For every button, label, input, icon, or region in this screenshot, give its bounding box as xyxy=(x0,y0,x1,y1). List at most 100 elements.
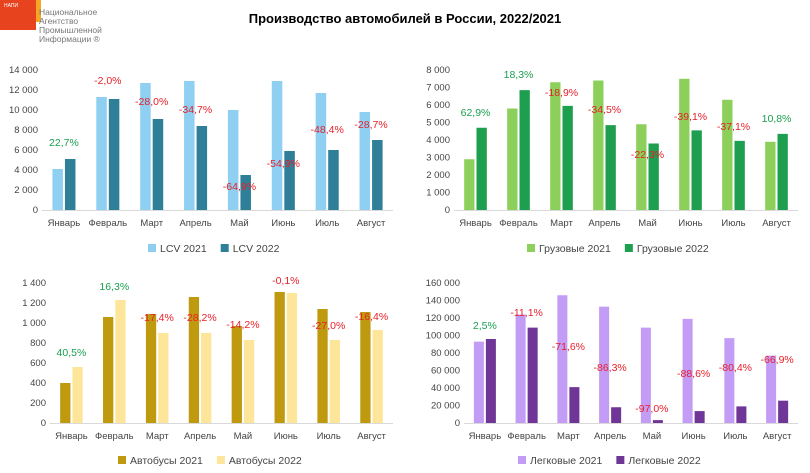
bar-lcv-2021 xyxy=(359,112,371,210)
x-tick-label: Январь xyxy=(469,431,502,442)
bar-lcv-2022 xyxy=(284,151,295,210)
legend-swatch xyxy=(220,244,229,252)
change-annotation: -80,4% xyxy=(719,362,752,374)
change-annotation: -11,1% xyxy=(510,307,543,319)
change-annotation: -0,1% xyxy=(272,275,299,287)
y-tick-label: 12 000 xyxy=(9,85,38,96)
bar-грузовые-2021 xyxy=(550,82,561,210)
y-tick-label: 4 000 xyxy=(14,165,38,176)
change-annotation: -14,2% xyxy=(226,319,259,331)
bar-автобусы-2021 xyxy=(231,326,242,423)
bar-lcv-2022 xyxy=(64,159,76,210)
x-tick-label: Апрель xyxy=(594,431,626,442)
bar-грузовые-2021 xyxy=(679,78,690,210)
bar-lcv-2022 xyxy=(240,175,251,210)
bar-грузовые-2022 xyxy=(691,130,702,210)
bar-грузовые-2022 xyxy=(605,125,616,210)
bar-автобусы-2022 xyxy=(329,340,340,423)
chart-panel-4: 0 20 000 40 000 60 000 80 000 100 000 120 000 1… xyxy=(426,278,798,467)
legend-entry: LCV 2021 xyxy=(160,243,207,255)
change-annotation: -64,9% xyxy=(223,181,256,193)
bar-lcv-2021 xyxy=(227,110,239,210)
logo-line: Национальное xyxy=(39,7,98,17)
bar-легковые-2021 xyxy=(599,306,610,423)
change-annotation: 40,5% xyxy=(57,347,87,359)
y-tick-label: 14 000 xyxy=(9,65,38,76)
x-tick-label: Июнь xyxy=(682,431,706,442)
legend-entry: Автобусы 2021 xyxy=(130,455,203,467)
y-tick-label: 1 200 xyxy=(22,298,46,309)
x-tick-label: Февраль xyxy=(507,431,546,442)
legend-swatch xyxy=(624,244,633,252)
x-tick-label: Февраль xyxy=(89,218,128,229)
y-tick-label: 8 000 xyxy=(426,65,450,76)
y-tick-label: 0 xyxy=(445,205,450,216)
bar-легковые-2022 xyxy=(485,339,496,423)
change-annotation: -37,1% xyxy=(717,121,750,133)
x-tick-label: Март xyxy=(550,218,573,229)
change-annotation: -28,0% xyxy=(135,96,168,108)
bar-легковые-2022 xyxy=(611,407,622,423)
bar-грузовые-2022 xyxy=(476,127,487,210)
chart-panel-1: 0 2 000 4 000 6 000 8 000 10 000 12 000 14 000 Я… xyxy=(9,65,393,255)
legend-entry: LCV 2022 xyxy=(233,243,280,255)
x-tick-label: Апрель xyxy=(588,218,620,229)
bar-грузовые-2022 xyxy=(562,105,573,210)
bar-легковые-2021 xyxy=(515,314,526,423)
bar-грузовые-2021 xyxy=(636,124,647,210)
x-tick-label: Август xyxy=(357,431,386,442)
chart-panel-2: 0 1 000 2 000 3 000 4 000 5 000 6 000 7 000 8 00… xyxy=(426,65,798,255)
y-tick-label: 800 xyxy=(30,338,46,349)
change-annotation: -86,3% xyxy=(593,362,626,374)
legend-entry: Грузовые 2022 xyxy=(637,243,709,255)
bar-автобусы-2022 xyxy=(72,367,83,423)
change-annotation: 16,3% xyxy=(99,281,129,293)
x-tick-label: Май xyxy=(234,431,253,442)
bar-грузовые-2021 xyxy=(722,99,733,210)
bar-грузовые-2021 xyxy=(593,80,604,210)
change-annotation: -88,6% xyxy=(677,368,710,380)
change-annotation: -2,0% xyxy=(94,75,121,87)
change-annotation: 2,5% xyxy=(473,320,497,332)
y-tick-label: 400 xyxy=(30,378,46,389)
change-annotation: -17,4% xyxy=(141,312,174,324)
bar-грузовые-2022 xyxy=(777,133,788,210)
bar-lcv-2021 xyxy=(315,93,327,210)
legend-entry: Грузовые 2021 xyxy=(539,243,611,255)
bar-легковые-2022 xyxy=(694,411,705,423)
y-tick-label: 4 000 xyxy=(426,135,450,146)
logo-line: Информации ® xyxy=(39,34,100,44)
y-tick-label: 120 000 xyxy=(426,313,460,324)
y-tick-label: 6 000 xyxy=(426,100,450,111)
bar-lcv-2022 xyxy=(328,150,339,210)
change-annotation: -18,9% xyxy=(545,87,578,99)
legend-swatch xyxy=(518,456,526,464)
bar-легковые-2021 xyxy=(682,318,693,423)
x-tick-label: Август xyxy=(762,218,791,229)
x-tick-label: Май xyxy=(638,218,657,229)
x-tick-label: Апрель xyxy=(184,431,216,442)
change-annotation: 10,8% xyxy=(762,113,792,125)
bar-грузовые-2022 xyxy=(519,90,530,210)
bar-lcv-2021 xyxy=(184,81,195,210)
x-tick-label: Март xyxy=(557,431,580,442)
x-tick-label: Май xyxy=(643,431,662,442)
x-tick-label: Февраль xyxy=(499,218,538,229)
change-annotation: -48,4% xyxy=(311,124,344,136)
x-tick-label: Январь xyxy=(48,218,81,229)
y-tick-label: 7 000 xyxy=(426,83,450,94)
bar-lcv-2022 xyxy=(108,99,120,210)
bar-легковые-2021 xyxy=(640,327,651,423)
bar-автобусы-2022 xyxy=(243,340,255,423)
bar-автобусы-2021 xyxy=(145,314,157,423)
x-tick-label: Август xyxy=(357,218,386,229)
y-tick-label: 40 000 xyxy=(431,383,460,394)
change-annotation: -34,7% xyxy=(179,104,212,116)
logo-small-text: НАПИ xyxy=(4,3,19,9)
change-annotation: -97,0% xyxy=(635,403,668,415)
change-annotation: -27,0% xyxy=(312,320,345,332)
bar-легковые-2021 xyxy=(473,341,484,423)
bar-lcv-2021 xyxy=(96,97,107,210)
page-title: Производство автомобилей в России, 2022/… xyxy=(248,11,562,26)
